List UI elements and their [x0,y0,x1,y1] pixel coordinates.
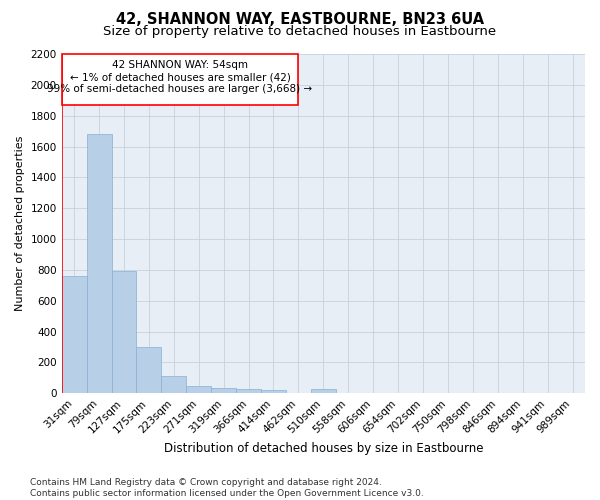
Y-axis label: Number of detached properties: Number of detached properties [15,136,25,312]
Text: 42 SHANNON WAY: 54sqm: 42 SHANNON WAY: 54sqm [112,60,248,70]
Bar [112,270,136,394]
Bar [261,390,286,394]
X-axis label: Distribution of detached houses by size in Eastbourne: Distribution of detached houses by size … [164,442,483,455]
Text: ← 1% of detached houses are smaller (42): ← 1% of detached houses are smaller (42) [70,72,290,82]
Bar [62,276,86,394]
Bar [161,376,186,394]
Text: Size of property relative to detached houses in Eastbourne: Size of property relative to detached ho… [103,25,497,38]
Bar [211,388,236,394]
Bar [311,390,336,394]
FancyBboxPatch shape [62,54,298,105]
Bar [186,386,211,394]
Bar [236,389,261,394]
Text: 99% of semi-detached houses are larger (3,668) →: 99% of semi-detached houses are larger (… [47,84,313,94]
Text: 42, SHANNON WAY, EASTBOURNE, BN23 6UA: 42, SHANNON WAY, EASTBOURNE, BN23 6UA [116,12,484,28]
Bar [86,134,112,394]
Text: Contains HM Land Registry data © Crown copyright and database right 2024.
Contai: Contains HM Land Registry data © Crown c… [30,478,424,498]
Bar [136,347,161,394]
